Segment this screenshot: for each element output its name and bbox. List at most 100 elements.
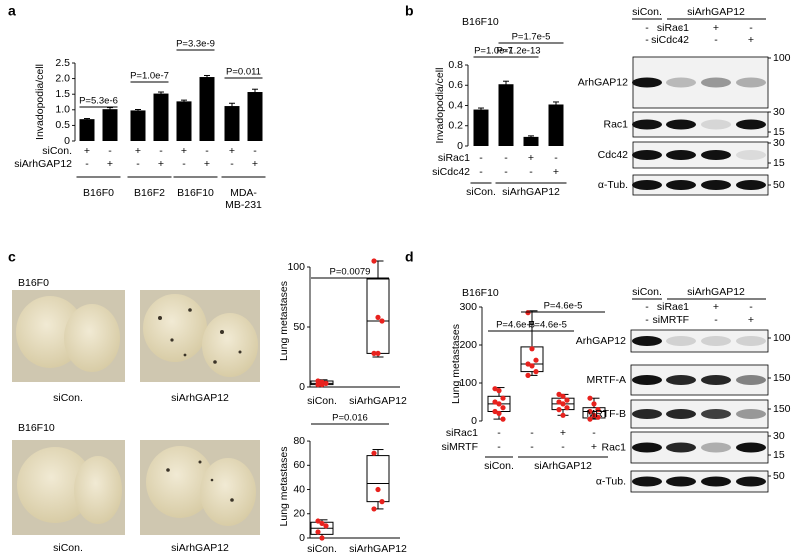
data-point xyxy=(492,399,498,405)
bar xyxy=(247,92,263,141)
p-value: P=3.3e-9 xyxy=(176,39,215,50)
condition-sign: - xyxy=(714,314,718,326)
mw-marker: 30 xyxy=(773,430,785,442)
data-point xyxy=(496,388,502,394)
band-label: ArhGAP12 xyxy=(578,76,628,88)
band xyxy=(666,150,696,160)
data-point xyxy=(379,318,385,324)
group-label: MDA-MB-231 xyxy=(225,187,262,211)
band xyxy=(701,336,731,346)
y-tick-label: 0.2 xyxy=(448,120,463,132)
band xyxy=(701,375,731,385)
condition-sign: + xyxy=(560,427,566,439)
band xyxy=(632,476,662,487)
data-point xyxy=(587,416,593,422)
bar xyxy=(102,109,118,141)
data-point xyxy=(492,408,498,415)
band xyxy=(701,119,731,130)
group-label: siCon. xyxy=(466,186,496,198)
y-tick-label: 0.4 xyxy=(448,99,463,111)
mw-marker: 30 xyxy=(773,137,785,149)
condition-label: siRac1 xyxy=(446,427,478,439)
y-tick-label: 0.6 xyxy=(448,79,463,91)
band-label: MRTF-A xyxy=(587,374,626,386)
band xyxy=(736,409,766,419)
data-point xyxy=(500,395,506,401)
blot-header: siCon. xyxy=(632,286,662,298)
data-point xyxy=(556,399,562,405)
data-point xyxy=(564,397,570,403)
band xyxy=(701,77,731,88)
band xyxy=(736,119,766,130)
data-point xyxy=(375,350,381,356)
band xyxy=(632,119,662,130)
band xyxy=(736,336,766,346)
p-value: P=4.6e-5 xyxy=(528,320,567,331)
band xyxy=(632,442,662,453)
blot-header: siArhGAP12 xyxy=(687,6,745,18)
condition-sign: + xyxy=(158,158,164,170)
data-point xyxy=(319,382,325,388)
p-value: P=1.2e-13 xyxy=(496,46,540,57)
condition-label: siCdc42 xyxy=(432,166,470,178)
data-point xyxy=(496,410,502,416)
photo-row-label: B16F0 xyxy=(18,277,49,289)
band xyxy=(666,336,696,346)
data-point xyxy=(560,401,566,407)
chart-title: B16F10 xyxy=(462,16,499,28)
band xyxy=(701,409,731,419)
band xyxy=(701,180,731,190)
data-point xyxy=(556,391,562,397)
condition-sign: + xyxy=(713,301,719,313)
condition-sign: - xyxy=(182,158,186,170)
x-tick-label: siCon. xyxy=(307,395,337,407)
condition-sign: - xyxy=(108,145,112,157)
condition-sign: - xyxy=(561,441,565,453)
condition-sign: + xyxy=(107,158,113,170)
band xyxy=(701,442,731,453)
photo-column-label: siArhGAP12 xyxy=(171,542,229,554)
p-value: P=4.6e-5 xyxy=(496,320,535,331)
mw-marker: 150 xyxy=(773,403,791,415)
data-point xyxy=(525,372,531,378)
band-label: ArhGAP12 xyxy=(576,335,626,347)
band xyxy=(632,409,662,419)
condition-sign: - xyxy=(136,158,140,170)
p-value: P=4.6e-5 xyxy=(544,301,583,312)
data-point xyxy=(319,520,325,527)
y-tick-label: 100 xyxy=(459,377,477,389)
data-point xyxy=(595,407,601,413)
lung xyxy=(64,304,120,372)
condition-sign: - xyxy=(679,301,683,313)
y-tick-label: 20 xyxy=(293,508,305,520)
y-tick-label: 0 xyxy=(299,532,305,544)
y-tick-label: 60 xyxy=(293,459,305,471)
p-value: P=5.3e-6 xyxy=(79,96,118,107)
data-point xyxy=(315,529,321,535)
group-label: siArhGAP12 xyxy=(534,460,592,472)
band xyxy=(736,150,766,160)
data-point xyxy=(496,401,502,407)
data-point xyxy=(591,412,597,418)
band xyxy=(666,119,696,130)
group-label: siArhGAP12 xyxy=(502,186,560,198)
data-point xyxy=(379,499,385,505)
data-point xyxy=(319,535,325,541)
blot-strip xyxy=(630,329,769,353)
band xyxy=(666,476,696,487)
data-point xyxy=(500,405,506,411)
y-axis-label: Lung metastases xyxy=(278,447,290,527)
group-label: B16F10 xyxy=(177,187,214,199)
condition-sign: - xyxy=(679,34,683,46)
band-label: MRTF-B xyxy=(587,408,626,420)
p-value: P=0.0079 xyxy=(330,267,371,278)
y-tick-label: 0.5 xyxy=(55,119,70,131)
band xyxy=(632,180,662,190)
band xyxy=(632,150,662,160)
condition-sign: - xyxy=(749,301,753,313)
data-point xyxy=(587,395,593,401)
mw-marker: 15 xyxy=(773,157,785,169)
mw-marker: 30 xyxy=(773,106,785,118)
band xyxy=(736,77,766,88)
